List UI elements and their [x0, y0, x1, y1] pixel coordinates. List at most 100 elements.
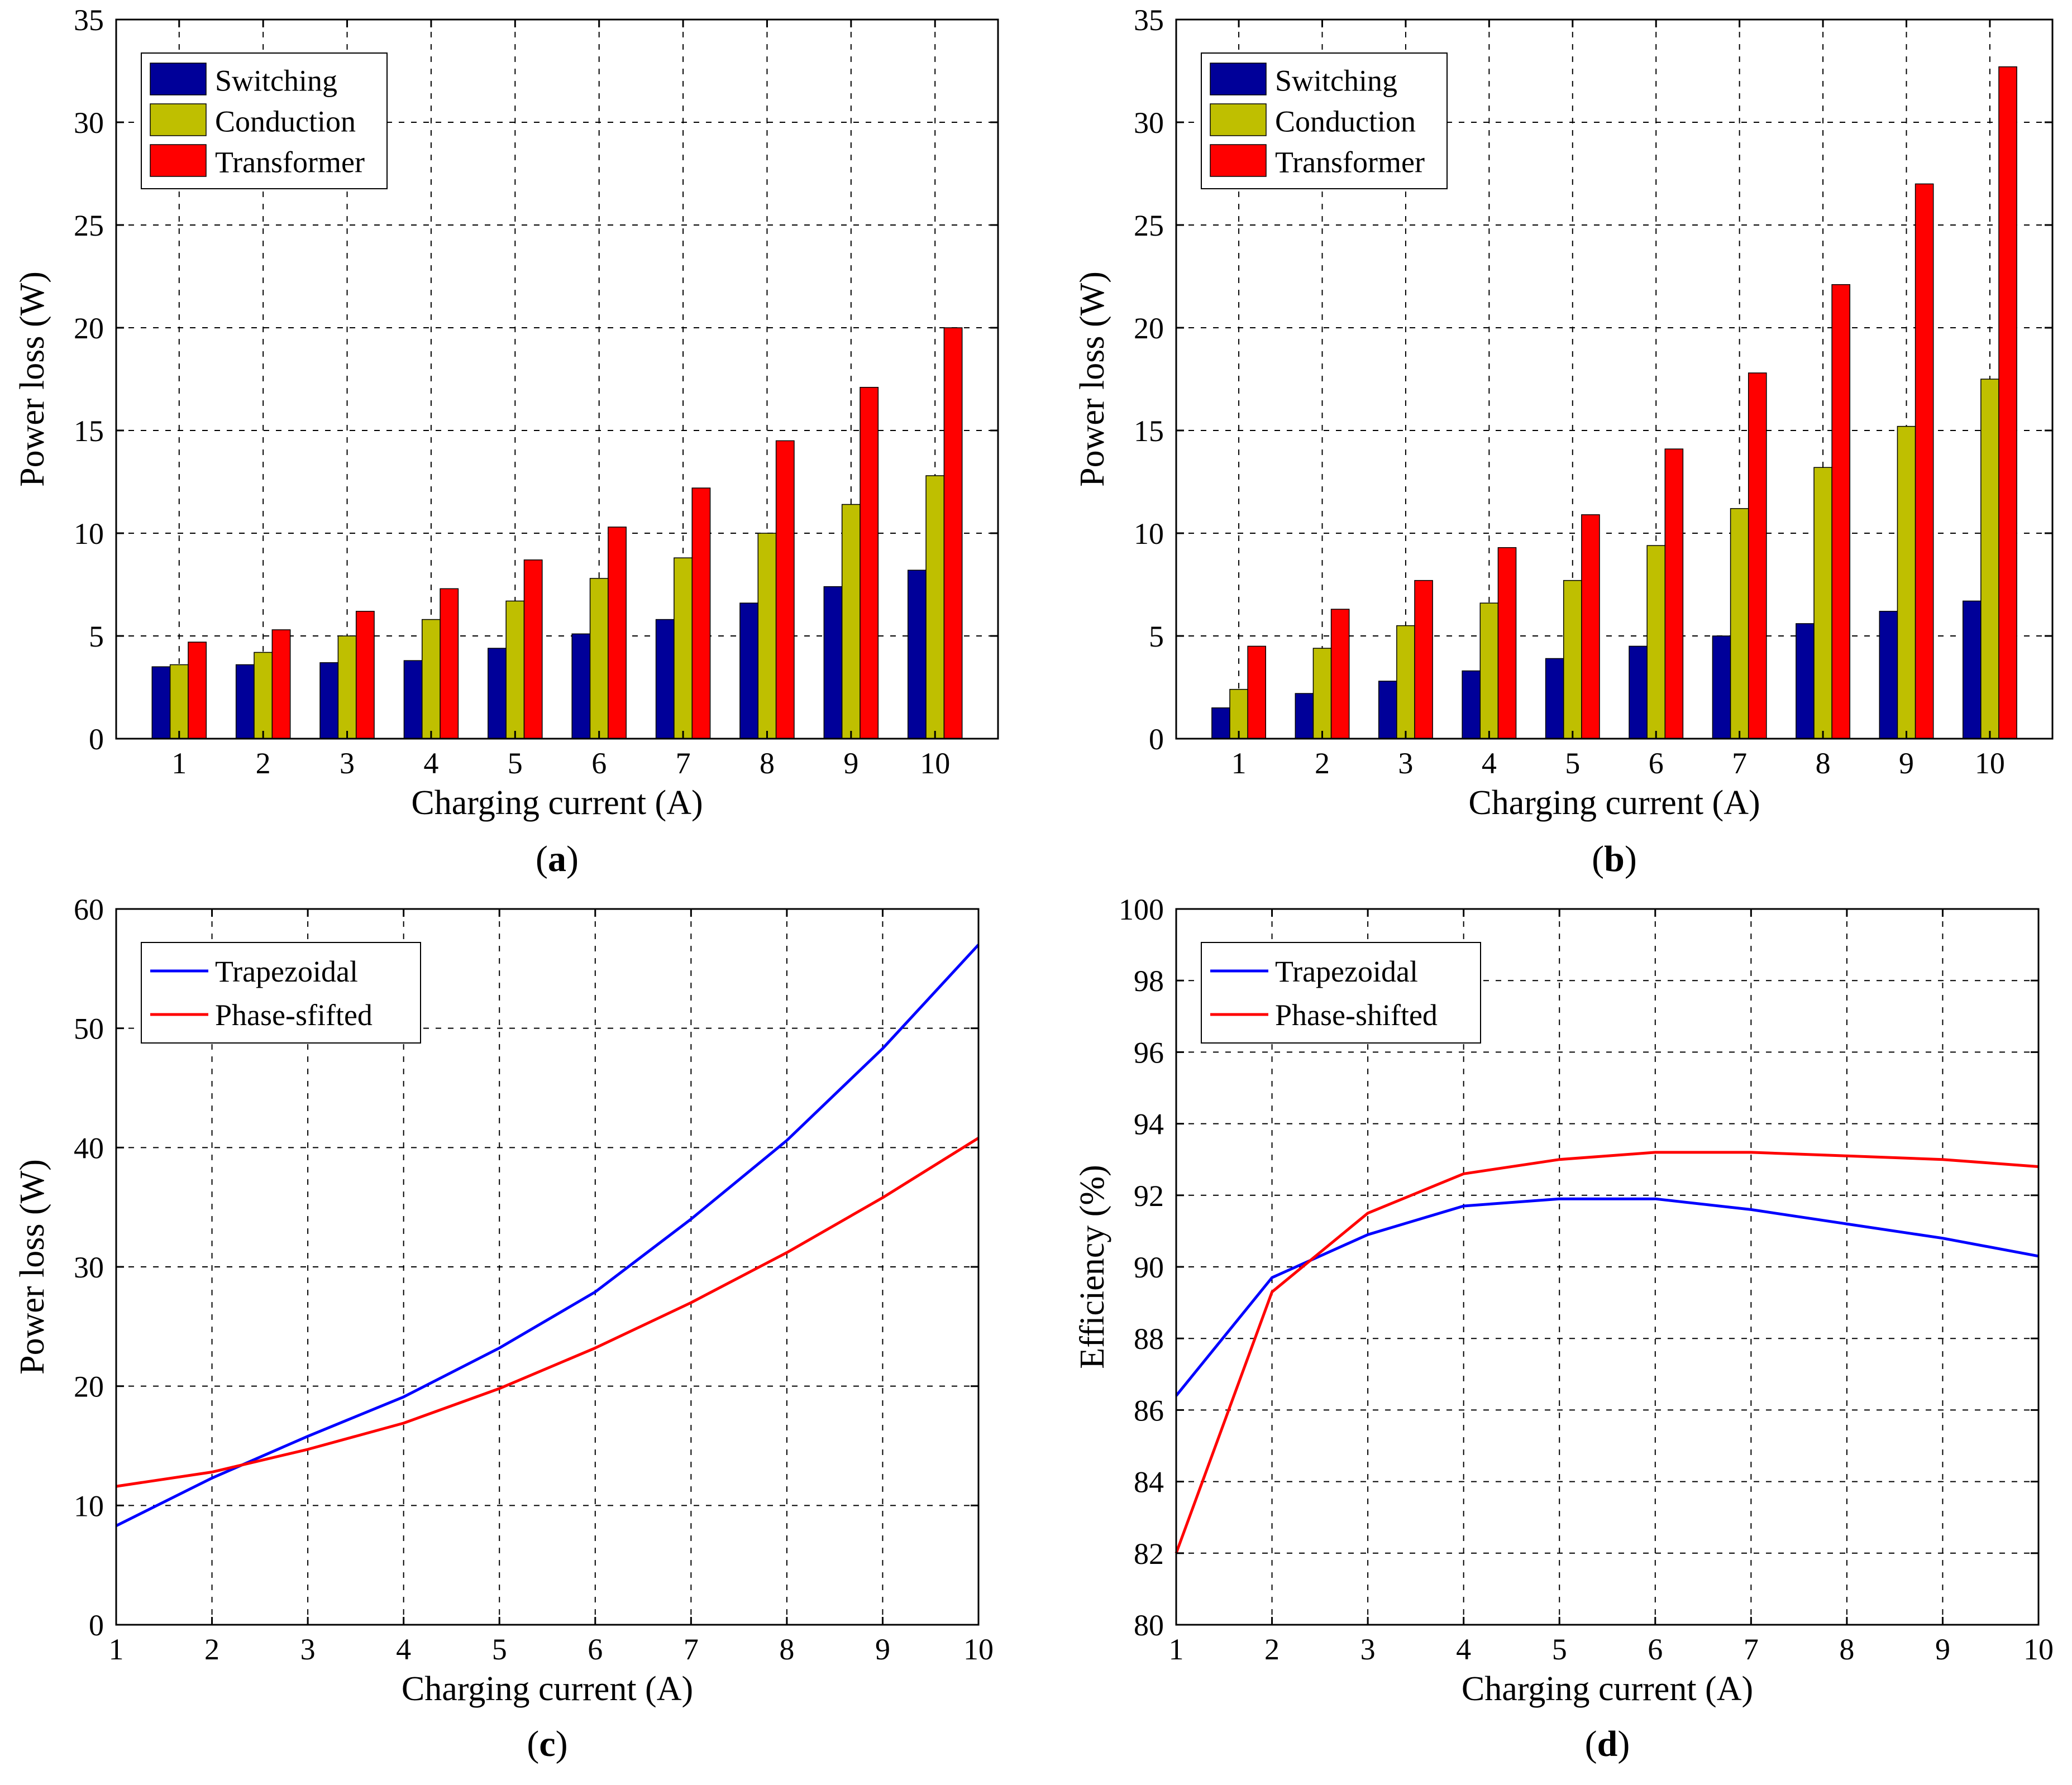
y-tick-label: 20	[1134, 312, 1164, 345]
bar-transformer-2	[271, 629, 291, 739]
bar-conduction-1	[1229, 688, 1248, 739]
x-tick-label: 8	[779, 1633, 794, 1666]
legend-swatch-conduction	[1210, 103, 1267, 136]
legend-label-trapezoidal: Trapezoidal	[1275, 955, 1418, 988]
y-tick-label: 82	[1134, 1537, 1164, 1571]
bar-conduction-4	[1479, 602, 1499, 739]
x-tick-label: 4	[1456, 1633, 1471, 1666]
x-axis-label: Charging current (A)	[411, 784, 703, 822]
legend-swatch-switching	[150, 63, 207, 95]
legend-swatch-transformer	[150, 144, 207, 177]
y-tick-label: 5	[89, 620, 104, 653]
bar-transformer-10	[943, 327, 963, 739]
bar-conduction-3	[1396, 625, 1415, 739]
bar-switching-1	[151, 666, 171, 739]
y-axis-label: Power loss (W)	[13, 271, 51, 487]
y-tick-label: 35	[74, 3, 104, 37]
bar-conduction-10	[925, 475, 945, 739]
x-tick-label: 6	[1649, 746, 1664, 780]
chart-panel-b: 0 5 10 15 20 25 30 35 1 2 3 4 5 6 7 8 9 10 Charging curren…	[1073, 3, 2054, 879]
y-tick-label: 10	[1134, 517, 1164, 551]
x-tick-label: 7	[1732, 746, 1747, 780]
x-tick-label: 6	[1648, 1633, 1663, 1666]
y-tick-label: 30	[74, 106, 104, 140]
bar-transformer-8	[775, 440, 795, 739]
legend-label-trapezoidal: Trapezoidal	[215, 955, 358, 988]
legend-box	[1201, 942, 1481, 1044]
legend-label-switching: Switching	[215, 64, 337, 98]
series-transformer	[1247, 66, 2017, 739]
bar-switching-1	[1211, 707, 1230, 739]
bar-switching-9	[1879, 611, 1898, 739]
y-tick-label: 25	[74, 209, 104, 242]
bar-transformer-6	[1664, 448, 1684, 739]
bar-switching-7	[1712, 635, 1731, 739]
bar-switching-10	[907, 570, 927, 739]
bar-transformer-2	[1330, 609, 1350, 739]
bar-conduction-1	[169, 664, 189, 739]
bar-switching-2	[235, 664, 255, 739]
y-tick-label: 100	[1119, 893, 1164, 926]
panel-caption: (c)	[527, 1724, 567, 1764]
line-phase-shifted	[1175, 1151, 2039, 1554]
y-tick-label: 0	[1149, 722, 1164, 756]
y-tick-label: 86	[1134, 1394, 1164, 1427]
x-axis-label: Charging current (A)	[1468, 784, 1760, 822]
legend-box	[141, 942, 421, 1044]
y-tick-label: 0	[89, 1609, 104, 1642]
bar-conduction-3	[337, 635, 357, 739]
bar-switching-3	[319, 662, 339, 739]
x-axis-label: Charging current (A)	[1462, 1670, 1753, 1708]
legend: Switching Conduction Transformer	[141, 52, 388, 189]
legend-label-conduction: Conduction	[215, 105, 356, 138]
x-tick-label: 8	[1839, 1633, 1854, 1666]
x-tick-label: 1	[1169, 1633, 1184, 1666]
bar-transformer-7	[1748, 372, 1767, 739]
bar-switching-5	[488, 648, 507, 739]
line-trapezoidal	[1175, 1197, 2039, 1397]
y-tick-label: 10	[74, 1489, 104, 1523]
bar-transformer-10	[1998, 66, 2017, 739]
bar-conduction-7	[1730, 508, 1749, 739]
panel-caption: (b)	[1592, 839, 1637, 879]
y-axis-label: Power loss (W)	[13, 1159, 51, 1375]
y-tick-label: 98	[1134, 964, 1164, 998]
bar-transformer-4	[1497, 547, 1517, 739]
bar-conduction-5	[505, 600, 525, 739]
x-tick-label: 5	[492, 1633, 507, 1666]
bar-transformer-3	[355, 611, 375, 739]
x-tick-label: 6	[588, 1633, 603, 1666]
x-tick-label: 7	[1744, 1633, 1759, 1666]
x-tick-label: 1	[1231, 746, 1247, 780]
panel-caption: (d)	[1585, 1724, 1630, 1764]
y-tick-label: 25	[1134, 209, 1164, 242]
caption-letter: a	[548, 839, 566, 879]
bar-transformer-7	[691, 487, 711, 739]
x-tick-label: 1	[171, 746, 187, 780]
bar-transformer-3	[1414, 580, 1433, 739]
legend-label-phase-sfifted: Phase-sfifted	[215, 998, 373, 1032]
bar-switching-3	[1378, 681, 1397, 739]
panel-caption: (a)	[536, 839, 579, 879]
bar-conduction-2	[254, 652, 273, 739]
legend-label-transformer: Transformer	[1275, 146, 1425, 179]
y-tick-label: 84	[1134, 1466, 1164, 1499]
bar-conduction-10	[1980, 379, 1999, 739]
axes-frame	[1175, 18, 2054, 740]
legend-swatch-transformer	[1210, 144, 1267, 177]
bar-conduction-8	[1813, 467, 1832, 739]
y-axis-label: Efficiency (%)	[1073, 1165, 1111, 1369]
y-tick-label: 92	[1134, 1179, 1164, 1213]
grid	[1176, 909, 2038, 1625]
x-tick-label: 2	[204, 1633, 219, 1666]
x-tick-label: 3	[340, 746, 355, 780]
bar-conduction-5	[1563, 580, 1582, 739]
y-tick-label: 60	[74, 893, 104, 926]
x-tick-label: 4	[423, 746, 438, 780]
legend-label-phase-shifted: Phase-shifted	[1275, 998, 1438, 1032]
grid	[116, 20, 998, 739]
bar-conduction-6	[589, 578, 609, 739]
x-tick-label: 10	[2023, 1633, 2054, 1666]
bar-transformer-4	[440, 588, 459, 739]
